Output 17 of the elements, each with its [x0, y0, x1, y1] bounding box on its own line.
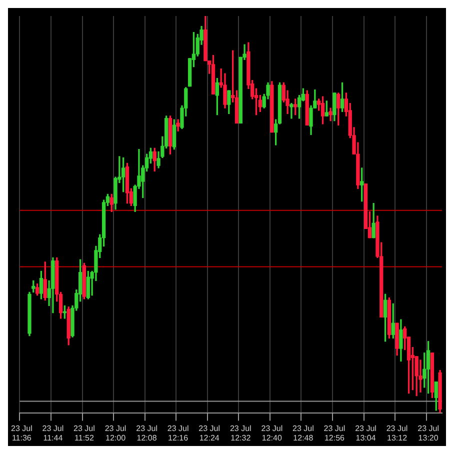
x-tick-label: 23 Jul 12:48 [292, 424, 314, 442]
candlestick [418, 360, 422, 392]
x-tick-label: 23 Jul 11:36 [10, 424, 33, 442]
x-tick-label: 23 Jul 12:56 [324, 424, 346, 442]
candlestick [328, 108, 332, 122]
x-tick-label: 23 Jul 12:32 [230, 424, 252, 442]
x-tick-label: 23 Jul 11:44 [42, 424, 64, 442]
candlestick [290, 102, 294, 119]
x-tick-label: 23 Jul 12:24 [198, 424, 220, 442]
x-tick-label: 23 Jul 13:12 [386, 424, 408, 442]
x-tick-label: 23 Jul 13:20 [418, 424, 440, 442]
x-tick-label: 23 Jul 11:52 [74, 424, 96, 442]
x-tick-label: 23 Jul 12:08 [136, 424, 158, 442]
x-tick-label: 23 Jul 12:00 [104, 424, 126, 442]
x-tick-label: 23 Jul 12:16 [167, 424, 189, 442]
x-tick-label: 23 Jul 13:04 [355, 424, 377, 442]
x-tick-label: 23 Jul 12:40 [261, 424, 283, 442]
